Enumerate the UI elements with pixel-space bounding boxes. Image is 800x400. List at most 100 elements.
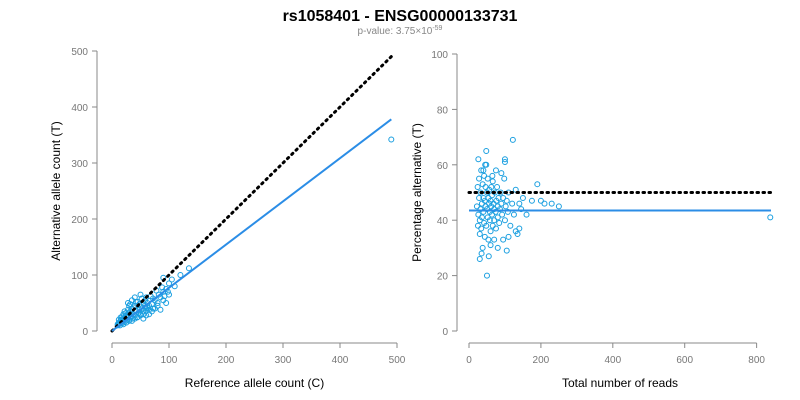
data-point [146, 311, 153, 318]
data-point [492, 225, 499, 232]
data-point [486, 217, 493, 224]
left-y-tick-label: 0 [82, 327, 88, 338]
right-scatter-panel: 0 200 400 600 800 0 20 40 60 80 100 Total number of… [410, 50, 774, 390]
right-y-tick-label: 40 [437, 216, 449, 227]
data-point [154, 300, 161, 306]
left-x-tick-label: 300 [275, 355, 292, 366]
data-point [143, 312, 150, 319]
data-point [496, 219, 503, 226]
data-point [767, 214, 774, 221]
data-point [492, 208, 499, 215]
data-point [127, 301, 134, 308]
left-x-tick-label: 500 [389, 355, 406, 366]
data-point [500, 236, 507, 243]
data-point [485, 253, 492, 260]
data-point [494, 183, 501, 190]
left-y-tick-label: 100 [71, 271, 88, 282]
data-point [166, 280, 172, 287]
data-point [136, 301, 143, 308]
data-point [478, 214, 485, 221]
right-x-tick-label: 0 [466, 355, 472, 366]
left-fit-line [111, 118, 392, 332]
pvalue-subtitle: p-value: 3.75×10-59 [358, 25, 443, 37]
left-x-tick-label: 400 [332, 355, 349, 366]
data-point [478, 225, 485, 232]
data-point [498, 200, 505, 207]
left-reference-line [110, 55, 393, 333]
data-point [476, 175, 483, 182]
data-point [489, 172, 496, 179]
data-point [483, 272, 490, 279]
right-y-tick-label: 100 [431, 50, 448, 61]
data-point [159, 284, 166, 291]
data-point [483, 147, 490, 154]
data-point [487, 228, 494, 235]
data-point [516, 200, 523, 207]
data-point [476, 231, 483, 238]
data-point [484, 175, 491, 182]
data-point [492, 167, 499, 174]
data-point [503, 197, 510, 204]
left-y-tick-label: 400 [71, 103, 88, 114]
data-point [510, 211, 517, 218]
data-point [161, 293, 168, 300]
data-point [491, 236, 498, 243]
right-x-tick-label: 600 [676, 355, 693, 366]
pvalue-prefix: p-value: 3.75×10 [358, 26, 433, 37]
data-point [480, 167, 487, 174]
data-point [121, 308, 128, 315]
right-y-tick-label: 0 [442, 327, 448, 338]
left-y-tick-label: 500 [71, 47, 88, 58]
data-point [501, 159, 508, 166]
data-point [516, 225, 523, 232]
right-x-tick-label: 800 [748, 355, 765, 366]
data-point [503, 247, 510, 254]
right-y-tick-label: 60 [437, 161, 449, 172]
data-point [478, 167, 485, 174]
data-point [163, 300, 170, 306]
data-point [509, 200, 516, 207]
data-point [501, 217, 508, 224]
right-x-axis-title: Total number of reads [562, 376, 678, 390]
data-point [541, 200, 548, 207]
data-point [489, 222, 496, 229]
right-y-tick-label: 20 [437, 272, 449, 283]
left-x-axis-title: Reference allele count (C) [185, 376, 324, 390]
data-point [548, 200, 555, 207]
data-point [150, 305, 157, 312]
right-x-tick-label: 400 [604, 355, 621, 366]
data-point [518, 206, 525, 213]
left-x-tick-label: 0 [109, 355, 115, 366]
data-point [474, 183, 481, 190]
data-point [388, 136, 395, 143]
left-y-tick-label: 200 [71, 215, 88, 226]
data-point [499, 211, 506, 218]
data-point [501, 175, 508, 182]
data-point [185, 265, 192, 272]
left-points [114, 136, 395, 329]
data-point [523, 211, 530, 218]
data-point [496, 206, 503, 213]
data-point [487, 242, 494, 249]
data-point [519, 195, 526, 202]
data-point [509, 136, 516, 143]
data-point [479, 244, 486, 251]
data-point [485, 236, 492, 243]
data-point [154, 302, 161, 309]
data-point [482, 161, 489, 168]
right-x-tick-label: 200 [533, 355, 550, 366]
data-point [534, 181, 541, 188]
data-point [157, 306, 164, 313]
left-scatter-panel: 0 100 200 300 400 500 0 100 200 300 400 500 Referenc… [49, 47, 406, 390]
left-x-tick-label: 100 [161, 355, 178, 366]
data-point [494, 214, 501, 221]
data-point [507, 222, 514, 229]
left-y-axis-title: Alternative allele count (T) [49, 121, 63, 260]
chart-title: rs1058401 - ENSG00000133731 [283, 8, 518, 25]
data-point [505, 233, 512, 240]
data-point [168, 276, 175, 283]
right-y-tick-label: 80 [437, 105, 449, 116]
data-point [502, 203, 509, 210]
